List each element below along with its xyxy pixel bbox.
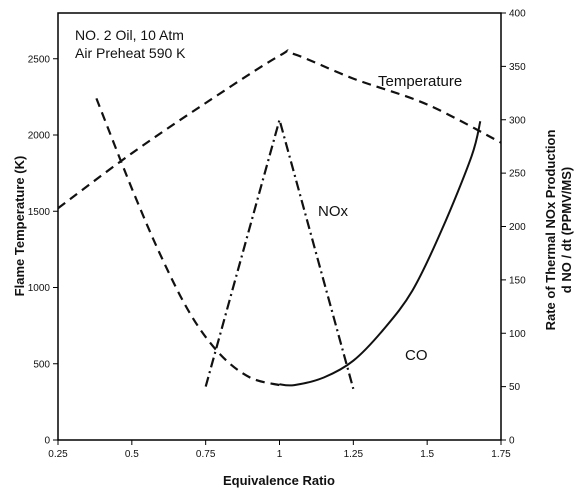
series-label-temperature: Temperature xyxy=(378,73,462,90)
y-right-tick-label-1: 50 xyxy=(509,382,521,393)
y-right-tick-label-6: 300 xyxy=(509,115,526,126)
y-left-tick-label-5: 2500 xyxy=(28,54,51,65)
series-line-unlabeled-dashed xyxy=(95,97,280,387)
annotation-fuel: NO. 2 Oil, 10 Atm xyxy=(75,27,184,43)
y-right-title-line1: Rate of Thermal NOx Production xyxy=(543,130,558,331)
x-axis-title: Equivalence Ratio xyxy=(223,473,335,488)
y-left-tick-label-0: 0 xyxy=(44,436,50,447)
y-left-title: Flame Temperature (K) xyxy=(12,156,27,297)
x-tick-label-3: 1 xyxy=(277,449,283,460)
annotation-preheat: Air Preheat 590 K xyxy=(75,45,186,61)
y-right-tick-label-7: 350 xyxy=(509,62,526,73)
y-left-tick-label-2: 1000 xyxy=(28,283,51,294)
series-line-nox xyxy=(204,115,355,390)
series-line-co xyxy=(279,121,482,387)
y-right-tick-label-5: 250 xyxy=(509,169,526,180)
y-right-tick-label-2: 100 xyxy=(509,329,526,340)
y-right-tick-label-8: 400 xyxy=(509,9,526,20)
series-label-nox: NOx xyxy=(318,203,349,220)
x-tick-label-4: 1.25 xyxy=(344,449,364,460)
y-left-tick-label-1: 500 xyxy=(33,359,50,370)
x-tick-label-0: 0.25 xyxy=(48,449,68,460)
y-left-tick-label-4: 2000 xyxy=(28,131,51,142)
x-tick-label-5: 1.5 xyxy=(420,449,434,460)
y-left-tick-label-3: 1500 xyxy=(28,207,51,218)
x-tick-label-2: 0.75 xyxy=(196,449,216,460)
y-right-tick-label-4: 200 xyxy=(509,222,526,233)
series-layer xyxy=(57,49,502,390)
y-right-tick-label-3: 150 xyxy=(509,275,526,286)
x-tick-label-1: 0.5 xyxy=(125,449,139,460)
ticks-layer: 0.25 0.5 0.75 1 1.25 1.5 1.7505001000150020002… xyxy=(28,9,526,461)
y-right-tick-label-0: 0 xyxy=(509,436,515,447)
y-right-title-line2: d NO / dt (PPMV/MS) xyxy=(559,167,574,293)
x-tick-label-6: 1.75 xyxy=(491,449,511,460)
series-line-temperature xyxy=(57,49,502,210)
series-label-co: CO xyxy=(405,347,428,364)
